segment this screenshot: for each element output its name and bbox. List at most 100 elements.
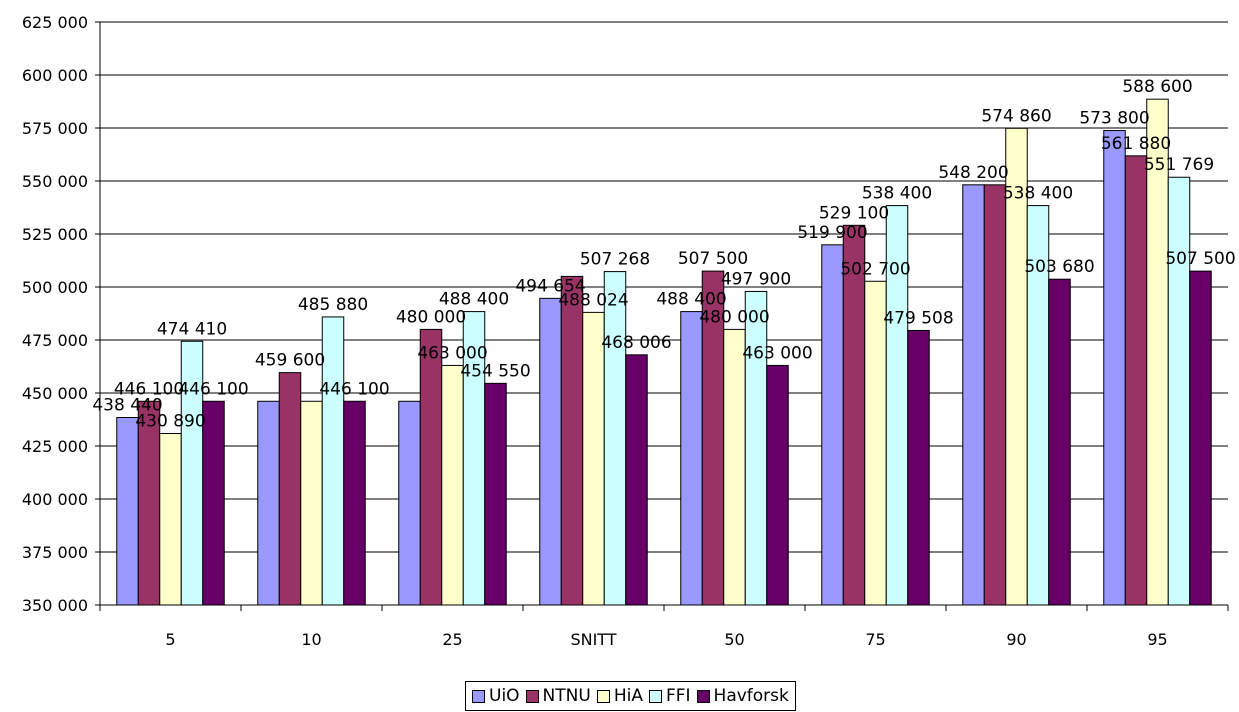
bar-hia-50 xyxy=(723,328,746,606)
legend-swatch xyxy=(525,689,539,703)
bar-ntnu-snitt xyxy=(560,275,584,606)
legend-label: HiA xyxy=(613,686,643,706)
x-tick-label: 5 xyxy=(165,630,175,649)
legend-item-havforsk: Havforsk xyxy=(696,686,789,706)
y-tick-label: 525 000 xyxy=(22,225,88,244)
x-tick-label: 90 xyxy=(1006,630,1026,649)
bar-uio-10 xyxy=(257,400,280,606)
y-tick-label: 550 000 xyxy=(22,172,88,191)
x-tick-label: SNITT xyxy=(570,630,616,649)
data-label: 494 654 xyxy=(515,276,585,296)
bar-ffi-snitt xyxy=(603,271,627,606)
legend-item-ffi: FFI xyxy=(648,686,691,706)
data-label: 463 000 xyxy=(417,343,487,363)
data-label: 574 860 xyxy=(981,106,1051,126)
data-label: 485 880 xyxy=(298,295,368,315)
data-label: 519 900 xyxy=(797,223,867,243)
data-label: 480 000 xyxy=(699,307,769,327)
bar-havforsk-25 xyxy=(484,382,507,606)
bar-hia-75 xyxy=(864,280,887,606)
x-tick-label: 10 xyxy=(301,630,321,649)
bar-hia-5 xyxy=(159,433,182,606)
data-label: 468 006 xyxy=(601,333,671,353)
x-tick-label: 95 xyxy=(1147,630,1167,649)
bar-hia-25 xyxy=(441,364,464,606)
legend-swatch xyxy=(472,689,485,703)
legend-item-ntnu: NTNU xyxy=(525,686,591,706)
bar-hia-snitt xyxy=(582,311,605,606)
data-label: 588 600 xyxy=(1122,77,1192,97)
data-label: 548 200 xyxy=(938,163,1008,183)
data-label: 497 900 xyxy=(721,269,791,289)
data-label: 503 680 xyxy=(1024,257,1094,277)
bar-uio-snitt xyxy=(539,297,562,606)
data-label: 446 100 xyxy=(178,379,248,399)
data-label: 438 440 xyxy=(92,396,162,416)
data-label: 463 000 xyxy=(742,343,812,363)
bar-ffi-95 xyxy=(1167,176,1191,606)
bar-ntnu-25 xyxy=(419,328,443,606)
data-label: 446 100 xyxy=(114,379,184,399)
bar-uio-5 xyxy=(116,417,139,606)
data-label: 507 500 xyxy=(678,249,748,269)
data-label: 480 000 xyxy=(396,307,466,327)
bar-uio-75 xyxy=(821,244,844,606)
data-label: 551 769 xyxy=(1144,155,1214,175)
legend-label: UiO xyxy=(489,686,520,706)
data-label: 538 400 xyxy=(862,184,932,204)
bar-ffi-50 xyxy=(744,290,768,606)
legend-swatch xyxy=(596,689,610,703)
legend-label: Havforsk xyxy=(713,686,789,706)
bar-hia-10 xyxy=(300,400,323,606)
data-label: 502 700 xyxy=(840,259,910,279)
legend-item-uio: UiO xyxy=(472,686,520,706)
data-label: 507 500 xyxy=(1165,249,1235,269)
y-tick-label: 350 000 xyxy=(22,596,88,615)
data-label: 446 100 xyxy=(319,379,389,399)
bar-havforsk-75 xyxy=(907,329,930,606)
data-label: 507 268 xyxy=(580,250,650,270)
chart-legend: UiO NTNU HiA FFI Havforsk xyxy=(465,681,796,711)
legend-label: FFI xyxy=(665,686,691,706)
y-tick-label: 500 000 xyxy=(22,278,88,297)
y-tick-label: 425 000 xyxy=(22,437,88,456)
bar-uio-95 xyxy=(1103,130,1126,606)
bar-ntnu-75 xyxy=(842,224,866,606)
data-label: 573 800 xyxy=(1079,109,1149,129)
data-label: 538 400 xyxy=(1003,184,1073,204)
x-tick-label: 50 xyxy=(724,630,744,649)
bar-uio-25 xyxy=(398,400,421,606)
legend-swatch xyxy=(696,689,710,703)
y-tick-label: 400 000 xyxy=(22,490,88,509)
y-tick-label: 450 000 xyxy=(22,384,88,403)
data-label: 474 410 xyxy=(157,319,227,339)
y-tick-label: 625 000 xyxy=(22,13,88,32)
data-label: 479 508 xyxy=(883,308,953,328)
bar-ntnu-95 xyxy=(1124,155,1148,606)
bar-ntnu-10 xyxy=(278,372,302,606)
y-tick-label: 575 000 xyxy=(22,119,88,138)
data-label: 459 600 xyxy=(255,351,325,371)
data-label: 430 890 xyxy=(135,412,205,432)
legend-item-hia: HiA xyxy=(596,686,643,706)
bar-ffi-10 xyxy=(321,316,345,606)
bar-havforsk-5 xyxy=(202,400,225,606)
data-label: 529 100 xyxy=(819,203,889,223)
bar-havforsk-50 xyxy=(766,364,789,606)
x-tick-label: 25 xyxy=(442,630,462,649)
bar-uio-50 xyxy=(680,311,703,606)
bar-havforsk-10 xyxy=(343,400,366,606)
bar-havforsk-90 xyxy=(1048,278,1071,606)
bar-chart: 350 000 375 000 400 000 425 000 450 000 475 0… xyxy=(22,13,1236,649)
data-label: 561 880 xyxy=(1101,134,1171,154)
bar-havforsk-snitt xyxy=(625,354,648,606)
bar-ntnu-90 xyxy=(983,184,1007,606)
bar-ntnu-5 xyxy=(137,400,161,606)
data-label: 488 024 xyxy=(558,290,628,310)
y-tick-label: 475 000 xyxy=(22,331,88,350)
data-label: 488 400 xyxy=(656,290,726,310)
y-tick-label: 600 000 xyxy=(22,66,88,85)
bar-uio-90 xyxy=(962,184,985,606)
bar-havforsk-95 xyxy=(1189,270,1212,606)
data-label: 454 550 xyxy=(460,361,530,381)
